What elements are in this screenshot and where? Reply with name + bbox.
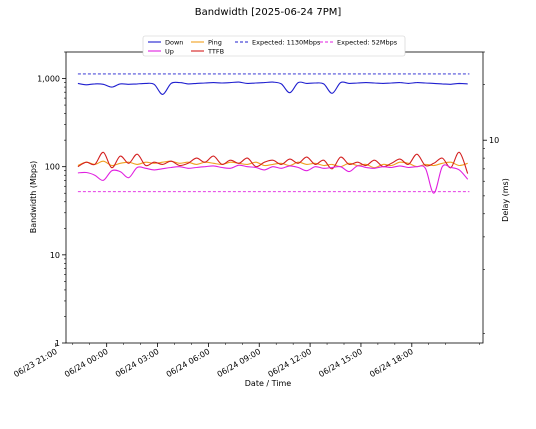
y-axis-left: 1 10 100 1,000 — [37, 51, 66, 348]
legend-label: Expected: 1130Mbps — [252, 38, 321, 46]
x-tick-label: 06/24 03:00 — [114, 347, 161, 379]
y-tick-label: 10 — [50, 251, 60, 260]
x-tick-label: 06/24 18:00 — [368, 347, 415, 379]
y-axis-right: 10 — [483, 51, 499, 334]
legend-box — [142, 35, 406, 57]
x-axis: 06/23 21:00 06/24 00:00 06/24 03:00 06/24 0… — [12, 343, 480, 379]
x-axis-label: Date / Time — [245, 379, 292, 388]
y2-axis-label: Delay (ms) — [501, 178, 510, 222]
y2-tick-label: 10 — [489, 136, 499, 145]
legend-label: Up — [165, 47, 174, 55]
series-line-up — [77, 164, 469, 194]
legend-label: TTFB — [207, 47, 224, 55]
legend-label: Expected: 52Mbps — [337, 38, 398, 46]
chart-title: Bandwidth [2025-06-24 7PM] — [195, 7, 342, 18]
y-tick-label: 1,000 — [37, 75, 60, 84]
x-tick-label: 06/24 12:00 — [266, 347, 313, 379]
x-tick-label: 06/24 00:00 — [63, 347, 110, 379]
series-line-ttfb — [77, 151, 469, 174]
x-tick-label: 06/23 21:00 — [12, 347, 59, 379]
plot-frame — [65, 51, 484, 344]
y-tick-label: 100 — [45, 163, 60, 172]
legend-label: Ping — [208, 38, 222, 46]
x-tick-label: 06/24 09:00 — [216, 347, 263, 379]
plot-area — [65, 51, 484, 344]
series-layer — [77, 73, 470, 194]
legend-label: Down — [165, 38, 183, 46]
y-tick-label: 1 — [55, 339, 60, 348]
x-tick-label: 06/24 06:00 — [165, 347, 212, 379]
x-tick-label: 06/24 15:00 — [317, 347, 364, 379]
series-line-down — [77, 81, 468, 95]
y-axis-label: Bandwidth (Mbps) — [29, 161, 38, 234]
